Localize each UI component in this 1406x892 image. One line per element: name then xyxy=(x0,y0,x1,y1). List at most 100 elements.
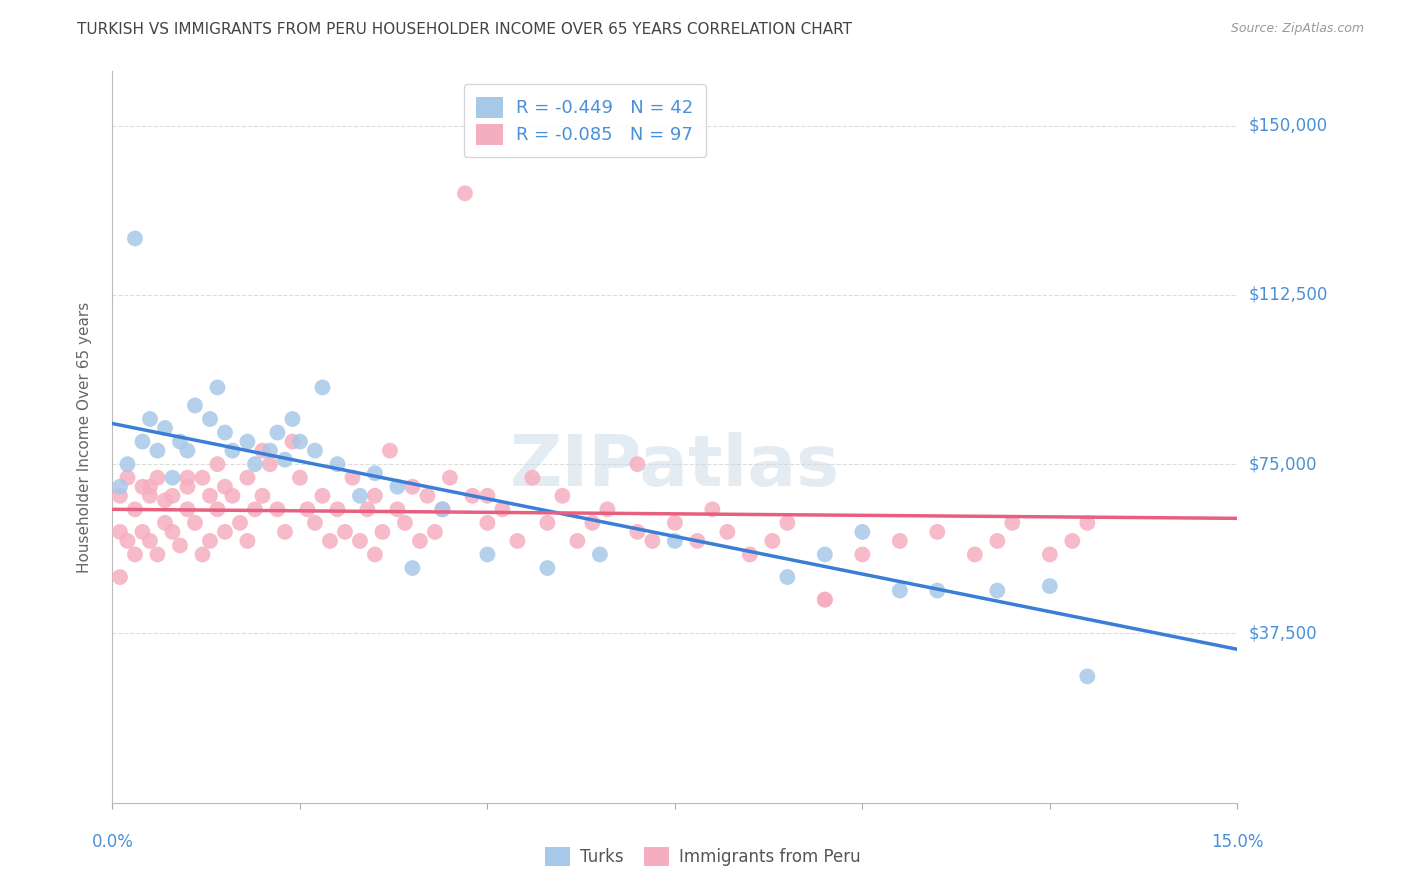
Point xyxy=(176,502,198,516)
Point xyxy=(889,583,911,598)
Point xyxy=(536,561,558,575)
Point xyxy=(198,489,221,503)
Point xyxy=(252,443,274,458)
Point xyxy=(169,434,191,449)
Point xyxy=(387,502,409,516)
Point xyxy=(454,186,477,201)
Point xyxy=(124,231,146,245)
Text: $150,000: $150,000 xyxy=(1249,117,1327,135)
Point xyxy=(589,548,612,562)
Point xyxy=(131,524,153,539)
Point xyxy=(927,583,949,598)
Point xyxy=(1076,669,1098,683)
Point xyxy=(311,489,333,503)
Point xyxy=(139,533,162,548)
Point xyxy=(153,516,176,530)
Point xyxy=(176,480,198,494)
Point xyxy=(117,471,139,485)
Point xyxy=(184,516,207,530)
Text: Source: ZipAtlas.com: Source: ZipAtlas.com xyxy=(1230,22,1364,36)
Point xyxy=(153,493,176,508)
Point xyxy=(252,489,274,503)
Point xyxy=(567,533,589,548)
Point xyxy=(371,524,394,539)
Point xyxy=(139,489,162,503)
Point xyxy=(1076,516,1098,530)
Text: $75,000: $75,000 xyxy=(1249,455,1317,473)
Point xyxy=(851,524,873,539)
Point xyxy=(409,533,432,548)
Point xyxy=(139,412,162,426)
Point xyxy=(641,533,664,548)
Point xyxy=(776,570,799,584)
Point xyxy=(214,524,236,539)
Point xyxy=(124,548,146,562)
Point xyxy=(889,533,911,548)
Point xyxy=(927,524,949,539)
Point xyxy=(281,434,304,449)
Point xyxy=(349,533,371,548)
Point xyxy=(596,502,619,516)
Point xyxy=(626,457,648,471)
Point xyxy=(259,443,281,458)
Point xyxy=(169,538,191,552)
Point xyxy=(117,457,139,471)
Point xyxy=(184,399,207,413)
Point xyxy=(266,425,288,440)
Point xyxy=(266,502,288,516)
Text: $37,500: $37,500 xyxy=(1249,624,1317,642)
Legend: R = -0.449   N = 42, R = -0.085   N = 97: R = -0.449 N = 42, R = -0.085 N = 97 xyxy=(464,84,706,157)
Point xyxy=(1001,516,1024,530)
Point xyxy=(1039,579,1062,593)
Point xyxy=(229,516,252,530)
Point xyxy=(304,443,326,458)
Point xyxy=(423,524,446,539)
Point xyxy=(146,548,169,562)
Point xyxy=(131,480,153,494)
Point xyxy=(236,434,259,449)
Point xyxy=(814,548,837,562)
Point xyxy=(131,434,153,449)
Point xyxy=(108,524,131,539)
Point xyxy=(378,443,401,458)
Point xyxy=(342,471,364,485)
Text: TURKISH VS IMMIGRANTS FROM PERU HOUSEHOLDER INCOME OVER 65 YEARS CORRELATION CHA: TURKISH VS IMMIGRANTS FROM PERU HOUSEHOL… xyxy=(77,22,852,37)
Point xyxy=(851,548,873,562)
Point xyxy=(304,516,326,530)
Point xyxy=(814,592,837,607)
Point xyxy=(236,471,259,485)
Point xyxy=(288,434,311,449)
Point xyxy=(364,466,387,480)
Text: $112,500: $112,500 xyxy=(1249,285,1327,304)
Point xyxy=(311,380,333,394)
Point xyxy=(333,524,356,539)
Point xyxy=(551,489,574,503)
Point xyxy=(364,489,387,503)
Point xyxy=(297,502,319,516)
Point xyxy=(139,480,162,494)
Point xyxy=(108,489,131,503)
Point xyxy=(108,480,131,494)
Point xyxy=(477,548,499,562)
Point xyxy=(439,471,461,485)
Point xyxy=(963,548,986,562)
Point xyxy=(394,516,416,530)
Point xyxy=(243,457,266,471)
Point xyxy=(146,471,169,485)
Point xyxy=(207,502,229,516)
Point xyxy=(214,480,236,494)
Text: 0.0%: 0.0% xyxy=(91,833,134,851)
Legend: Turks, Immigrants from Peru: Turks, Immigrants from Peru xyxy=(538,840,868,873)
Point xyxy=(274,524,297,539)
Point xyxy=(401,480,423,494)
Point xyxy=(477,489,499,503)
Point xyxy=(776,516,799,530)
Point xyxy=(162,524,184,539)
Point xyxy=(259,457,281,471)
Point xyxy=(243,502,266,516)
Point xyxy=(716,524,738,539)
Point xyxy=(207,457,229,471)
Point xyxy=(986,533,1008,548)
Point xyxy=(356,502,378,516)
Point xyxy=(626,524,648,539)
